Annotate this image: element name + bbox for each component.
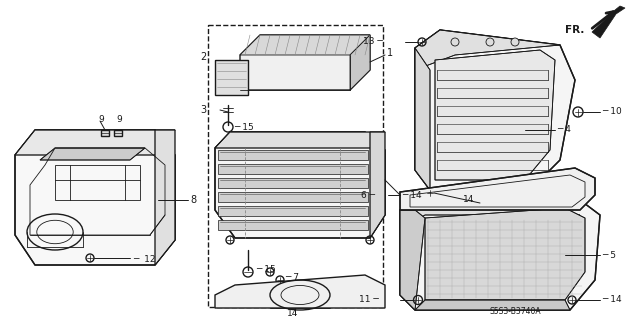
Polygon shape <box>400 168 595 210</box>
Bar <box>101 130 109 136</box>
Polygon shape <box>40 148 145 160</box>
Polygon shape <box>435 50 555 180</box>
Polygon shape <box>415 30 560 70</box>
Circle shape <box>511 38 519 46</box>
Text: 14: 14 <box>287 309 298 318</box>
Polygon shape <box>218 150 368 160</box>
Text: ─ 15: ─ 15 <box>234 122 253 131</box>
Polygon shape <box>415 48 430 190</box>
Polygon shape <box>218 178 368 188</box>
Text: 6 ─: 6 ─ <box>361 190 375 199</box>
Polygon shape <box>215 275 385 308</box>
Bar <box>114 130 122 136</box>
Text: S5S3-B3740A: S5S3-B3740A <box>490 308 541 316</box>
Text: 13 ─: 13 ─ <box>364 38 383 47</box>
Circle shape <box>223 122 233 132</box>
Text: 9: 9 <box>98 115 104 124</box>
Circle shape <box>486 38 494 46</box>
Text: ─ 15: ─ 15 <box>256 265 276 275</box>
Text: ─  12: ─ 12 <box>133 256 156 264</box>
Polygon shape <box>400 195 600 310</box>
Text: 3: 3 <box>200 105 206 115</box>
Polygon shape <box>400 210 425 310</box>
Text: ─ 4: ─ 4 <box>557 125 571 135</box>
Polygon shape <box>240 35 370 90</box>
Polygon shape <box>350 35 370 90</box>
Text: ─ 14: ─ 14 <box>402 191 422 201</box>
Polygon shape <box>218 164 368 174</box>
Bar <box>208 25 383 307</box>
Polygon shape <box>415 30 575 190</box>
Circle shape <box>243 267 253 277</box>
Polygon shape <box>15 130 175 265</box>
Polygon shape <box>240 35 370 55</box>
Text: 14: 14 <box>463 196 474 204</box>
Polygon shape <box>400 195 580 230</box>
Polygon shape <box>15 130 175 155</box>
Polygon shape <box>215 132 385 148</box>
Polygon shape <box>370 132 385 238</box>
Text: FR.: FR. <box>565 25 584 35</box>
Text: ─ 7: ─ 7 <box>285 273 299 283</box>
Text: ─ 10: ─ 10 <box>602 108 621 116</box>
Polygon shape <box>592 6 625 38</box>
Circle shape <box>451 38 459 46</box>
Text: 2: 2 <box>200 52 206 62</box>
Text: 11 ─: 11 ─ <box>359 295 379 305</box>
Text: 9: 9 <box>116 115 122 124</box>
Polygon shape <box>218 206 368 216</box>
Text: 1: 1 <box>387 48 393 58</box>
Polygon shape <box>218 220 368 230</box>
Polygon shape <box>425 208 585 300</box>
Polygon shape <box>155 130 175 265</box>
Text: ─ 5: ─ 5 <box>602 250 616 259</box>
Polygon shape <box>215 60 248 95</box>
Text: ─ 14: ─ 14 <box>602 295 621 305</box>
Text: 8: 8 <box>190 195 196 205</box>
Polygon shape <box>218 192 368 202</box>
Polygon shape <box>215 132 385 238</box>
Polygon shape <box>415 300 570 310</box>
